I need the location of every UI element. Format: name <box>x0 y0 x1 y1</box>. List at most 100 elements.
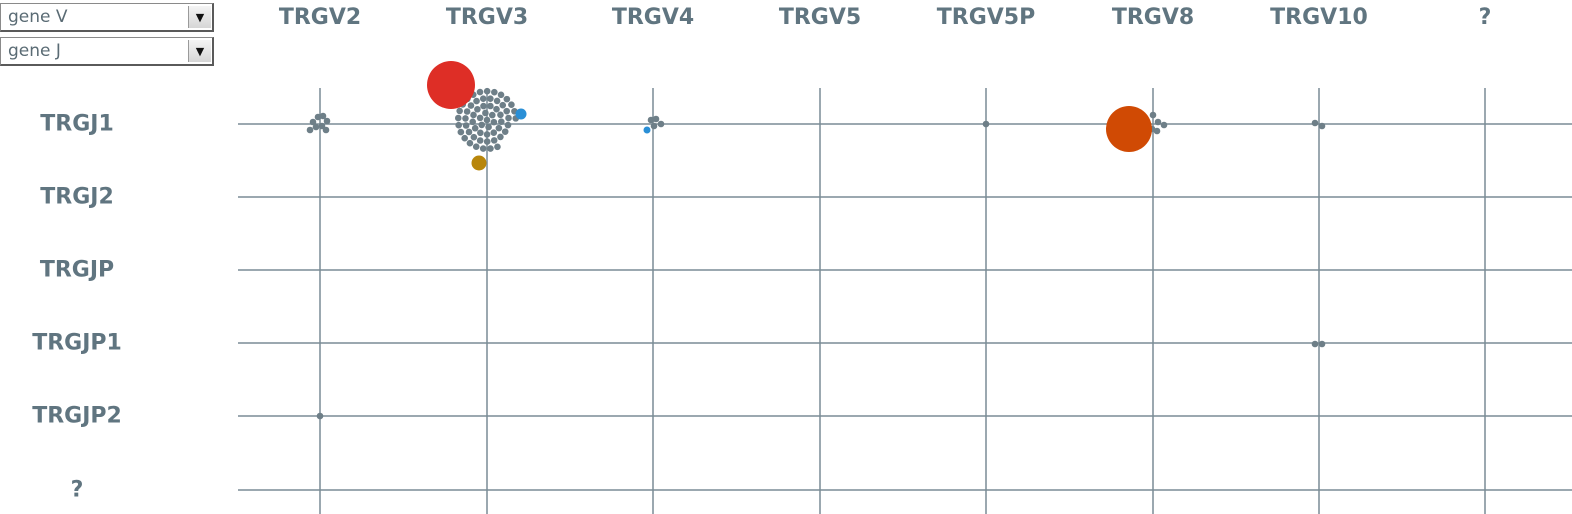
clone-dot <box>479 145 487 152</box>
row-label[interactable]: TRGJP2 <box>32 403 122 429</box>
clone-dot <box>454 114 462 122</box>
clone-dot <box>485 123 492 131</box>
clone-dot <box>476 114 484 122</box>
clone-dot <box>471 124 479 132</box>
clone-bubble <box>1106 106 1152 152</box>
clone-cell <box>427 61 527 171</box>
clone-dot <box>495 124 503 132</box>
clone-dot <box>466 139 474 147</box>
clone-dot <box>652 115 660 123</box>
clone-dot <box>312 123 320 131</box>
column-label[interactable]: TRGV2 <box>278 5 362 30</box>
clone-dot <box>469 118 477 126</box>
clone-dot <box>457 128 465 136</box>
clone-cell <box>306 112 331 134</box>
clone-dot <box>314 113 322 121</box>
clone-dot <box>470 111 477 119</box>
column-label[interactable]: TRGV8 <box>1111 5 1195 30</box>
clone-dot <box>497 91 505 99</box>
clone-dot <box>316 412 324 420</box>
clone-dot <box>476 88 484 96</box>
clone-dot <box>318 122 326 130</box>
clone-dot <box>483 131 491 138</box>
clone-dot <box>497 133 504 141</box>
clone-cell <box>982 120 990 128</box>
clone-bubble <box>427 61 475 109</box>
clone-dot <box>306 126 314 134</box>
clone-dot <box>487 145 494 152</box>
clone-dot <box>493 97 501 105</box>
clone-dot <box>982 120 990 128</box>
clone-dot <box>508 101 515 109</box>
clone-dot <box>1311 340 1319 348</box>
clone-dot <box>1311 119 1319 127</box>
column-label[interactable]: TRGV4 <box>611 5 695 30</box>
clone-dot <box>472 143 480 151</box>
chevron-down-icon[interactable]: ▼ <box>188 40 211 62</box>
clone-dot <box>1154 118 1162 126</box>
gene-j-select[interactable]: gene J ▼ <box>0 37 214 66</box>
clone-dot <box>467 102 475 109</box>
clone-cell <box>1311 119 1326 130</box>
clone-cell <box>1311 340 1326 348</box>
clone-dot <box>480 102 487 110</box>
column-label[interactable]: ? <box>1478 5 1492 30</box>
clone-cell <box>643 115 665 134</box>
clone-dot <box>499 101 507 109</box>
clone-dot <box>476 137 484 144</box>
clone-dot <box>483 116 491 124</box>
row-label[interactable]: TRGJP <box>39 257 115 283</box>
gene-v-select-value: gene V <box>8 7 68 27</box>
row-label[interactable]: TRGJP1 <box>32 330 122 356</box>
clone-dot <box>503 95 511 103</box>
clone-cell <box>1106 106 1168 152</box>
row-label[interactable]: TRGJ1 <box>40 111 114 137</box>
clone-dot <box>657 120 665 128</box>
clone-dot <box>473 97 480 105</box>
clone-dot <box>501 128 509 135</box>
clone-dot <box>650 122 658 130</box>
clone-dot <box>462 115 469 122</box>
clone-dot <box>323 117 331 125</box>
clone-dot <box>465 128 473 136</box>
clone-dot <box>490 118 498 126</box>
row-label[interactable]: ? <box>70 477 84 503</box>
clone-dot <box>474 105 481 113</box>
clone-dot <box>505 114 512 122</box>
clone-dot <box>493 105 500 113</box>
clone-dot <box>490 129 498 137</box>
clone-dot <box>497 111 504 119</box>
clone-bubble <box>515 108 527 120</box>
clone-dot <box>647 116 655 124</box>
clone-bubble <box>471 155 487 171</box>
clone-dot <box>455 121 462 129</box>
gene-v-select[interactable]: gene V ▼ <box>0 3 214 32</box>
clone-dot <box>1160 121 1168 129</box>
clone-dot <box>477 129 484 137</box>
clone-dot <box>490 137 498 144</box>
clone-dot <box>462 122 470 129</box>
column-label[interactable]: TRGV5 <box>778 5 862 30</box>
clone-dot <box>487 95 494 102</box>
column-label[interactable]: TRGV10 <box>1270 5 1368 30</box>
clone-dot <box>491 88 498 96</box>
clone-dot <box>319 112 327 120</box>
row-label[interactable]: TRGJ2 <box>40 184 114 210</box>
clone-dot <box>1318 340 1326 348</box>
clone-dot <box>482 109 489 117</box>
clone-dot <box>322 126 330 134</box>
column-label[interactable]: TRGV5P <box>936 5 1036 30</box>
clone-dot <box>456 107 463 115</box>
clone-dot <box>504 121 512 129</box>
clone-dot <box>488 111 496 119</box>
clone-dot <box>478 121 486 129</box>
clone-dot <box>483 87 491 95</box>
clone-dot <box>494 143 501 151</box>
chevron-down-icon[interactable]: ▼ <box>188 6 211 28</box>
clone-dot <box>498 118 505 125</box>
clone-dot <box>487 102 494 110</box>
clone-dot <box>461 134 468 142</box>
column-label[interactable]: TRGV3 <box>445 5 529 30</box>
clone-dot <box>470 133 478 141</box>
